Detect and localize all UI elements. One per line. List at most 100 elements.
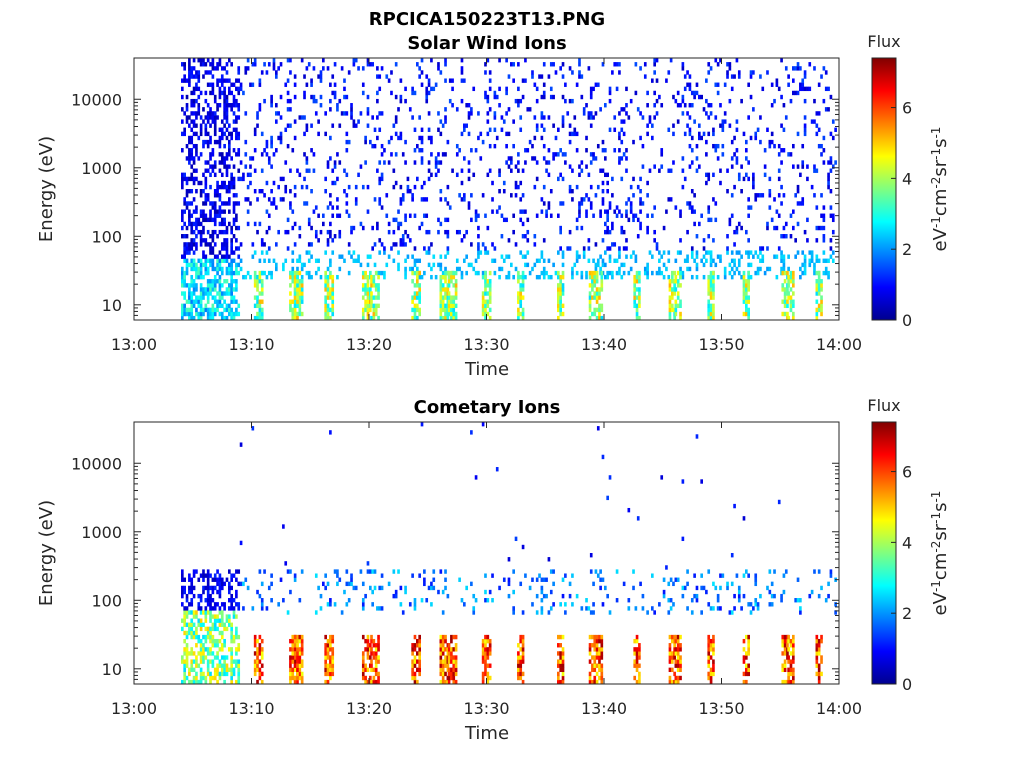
heatmap-cell	[484, 667, 487, 673]
heatmap-cell	[491, 242, 494, 247]
heatmap-cell	[780, 58, 783, 63]
heatmap-cell	[228, 303, 231, 309]
heatmap-cell	[420, 148, 424, 153]
heatmap-cell	[441, 638, 445, 644]
heatmap-cell	[357, 119, 360, 124]
heatmap-cell	[592, 258, 595, 263]
heatmap-cell	[674, 258, 678, 263]
heatmap-cell	[598, 295, 601, 300]
heatmap-cell	[573, 131, 577, 137]
heatmap-cell	[211, 651, 215, 656]
heatmap-cell	[512, 78, 515, 83]
heatmap-cell	[300, 659, 304, 664]
heatmap-cell	[728, 98, 732, 104]
axes: 13:00 13:10 13:20 13:30 13:40 13:50 14:0010100…	[71, 58, 862, 354]
panel-title: Cometary Ions	[414, 397, 561, 418]
heatmap-cell	[638, 647, 641, 652]
heatmap-cell	[598, 667, 601, 673]
heatmap-cell	[646, 610, 649, 615]
heatmap-cell	[629, 184, 633, 190]
heatmap-cell	[524, 58, 527, 63]
heatmap-cell	[190, 111, 194, 116]
heatmap-cell	[747, 573, 750, 578]
heatmap-cell	[213, 201, 217, 206]
heatmap-cell	[223, 123, 226, 128]
heatmap-cell	[282, 176, 285, 182]
heatmap-cell	[220, 315, 224, 321]
heatmap-cell	[416, 176, 419, 182]
heatmap-cell	[347, 184, 351, 190]
heatmap-cell	[223, 291, 226, 296]
heatmap-cell	[324, 659, 327, 664]
heatmap-cell	[673, 315, 676, 321]
x-tick-label: 13:30	[463, 335, 509, 354]
heatmap-cell	[512, 143, 515, 149]
heatmap-cell	[593, 283, 597, 288]
heatmap-cell	[517, 86, 520, 92]
heatmap-cell	[361, 225, 365, 231]
heatmap-cell	[202, 610, 205, 615]
heatmap-cell	[803, 70, 807, 75]
heatmap-cell	[792, 274, 795, 280]
heatmap-cell	[589, 86, 593, 92]
heatmap-cell	[601, 262, 605, 268]
heatmap-cell	[709, 311, 713, 317]
heatmap-cell	[425, 213, 429, 218]
heatmap-cell	[206, 593, 210, 599]
x-axis-label: Time	[464, 723, 509, 744]
heatmap-cell	[249, 274, 252, 280]
heatmap-cell	[371, 589, 374, 595]
heatmap-cell	[404, 98, 407, 104]
heatmap-cell	[211, 246, 215, 251]
heatmap-cell	[209, 258, 212, 263]
heatmap-cell	[535, 577, 539, 582]
heatmap-cell	[488, 287, 492, 292]
heatmap-cell	[777, 176, 781, 182]
heatmap-cell	[635, 303, 639, 309]
colorbar-tick-label: 6	[902, 463, 912, 482]
heatmap-cell	[587, 115, 591, 120]
heatmap-cell	[481, 671, 485, 677]
heatmap-cell	[712, 667, 715, 673]
heatmap-cell	[690, 160, 694, 165]
heatmap-cell	[693, 119, 696, 124]
heatmap-cell	[359, 221, 363, 227]
heatmap-cell	[197, 58, 201, 63]
heatmap-cell	[211, 229, 215, 235]
heatmap-cell	[745, 148, 748, 153]
heatmap-cell	[270, 98, 273, 104]
heatmap-cell	[364, 274, 367, 280]
heatmap-cell	[834, 610, 837, 615]
heatmap-cell	[374, 287, 378, 292]
heatmap-cell	[455, 172, 459, 178]
heatmap-cell	[820, 671, 823, 677]
heatmap-cell	[709, 655, 713, 660]
heatmap-cell	[593, 655, 597, 660]
heatmap-cell	[484, 315, 487, 321]
heatmap-cell	[498, 103, 501, 108]
heatmap-cell	[595, 291, 599, 296]
heatmap-cell	[300, 311, 304, 317]
heatmap-cell	[712, 270, 715, 276]
heatmap-cell	[228, 152, 231, 157]
heatmap-cell	[425, 86, 429, 92]
heatmap-cell	[611, 242, 614, 247]
heatmap-cell	[439, 299, 443, 304]
heatmap-cell	[256, 287, 259, 292]
heatmap-cell	[329, 602, 332, 607]
heatmap-cell	[455, 266, 459, 272]
heatmap-cell	[521, 274, 525, 280]
heatmap-cell	[481, 295, 485, 300]
heatmap-cell	[413, 307, 417, 313]
heatmap-cell	[370, 679, 373, 685]
heatmap-cell	[533, 242, 537, 247]
heatmap-cell	[712, 606, 715, 611]
heatmap-cell	[709, 679, 713, 685]
heatmap-cell	[488, 168, 492, 173]
heatmap-cell	[310, 148, 313, 153]
heatmap-cell	[452, 655, 456, 660]
heatmap-cell	[188, 123, 191, 128]
heatmap-cell	[188, 667, 191, 673]
heatmap-cell	[707, 315, 711, 321]
heatmap-cell	[693, 573, 696, 578]
